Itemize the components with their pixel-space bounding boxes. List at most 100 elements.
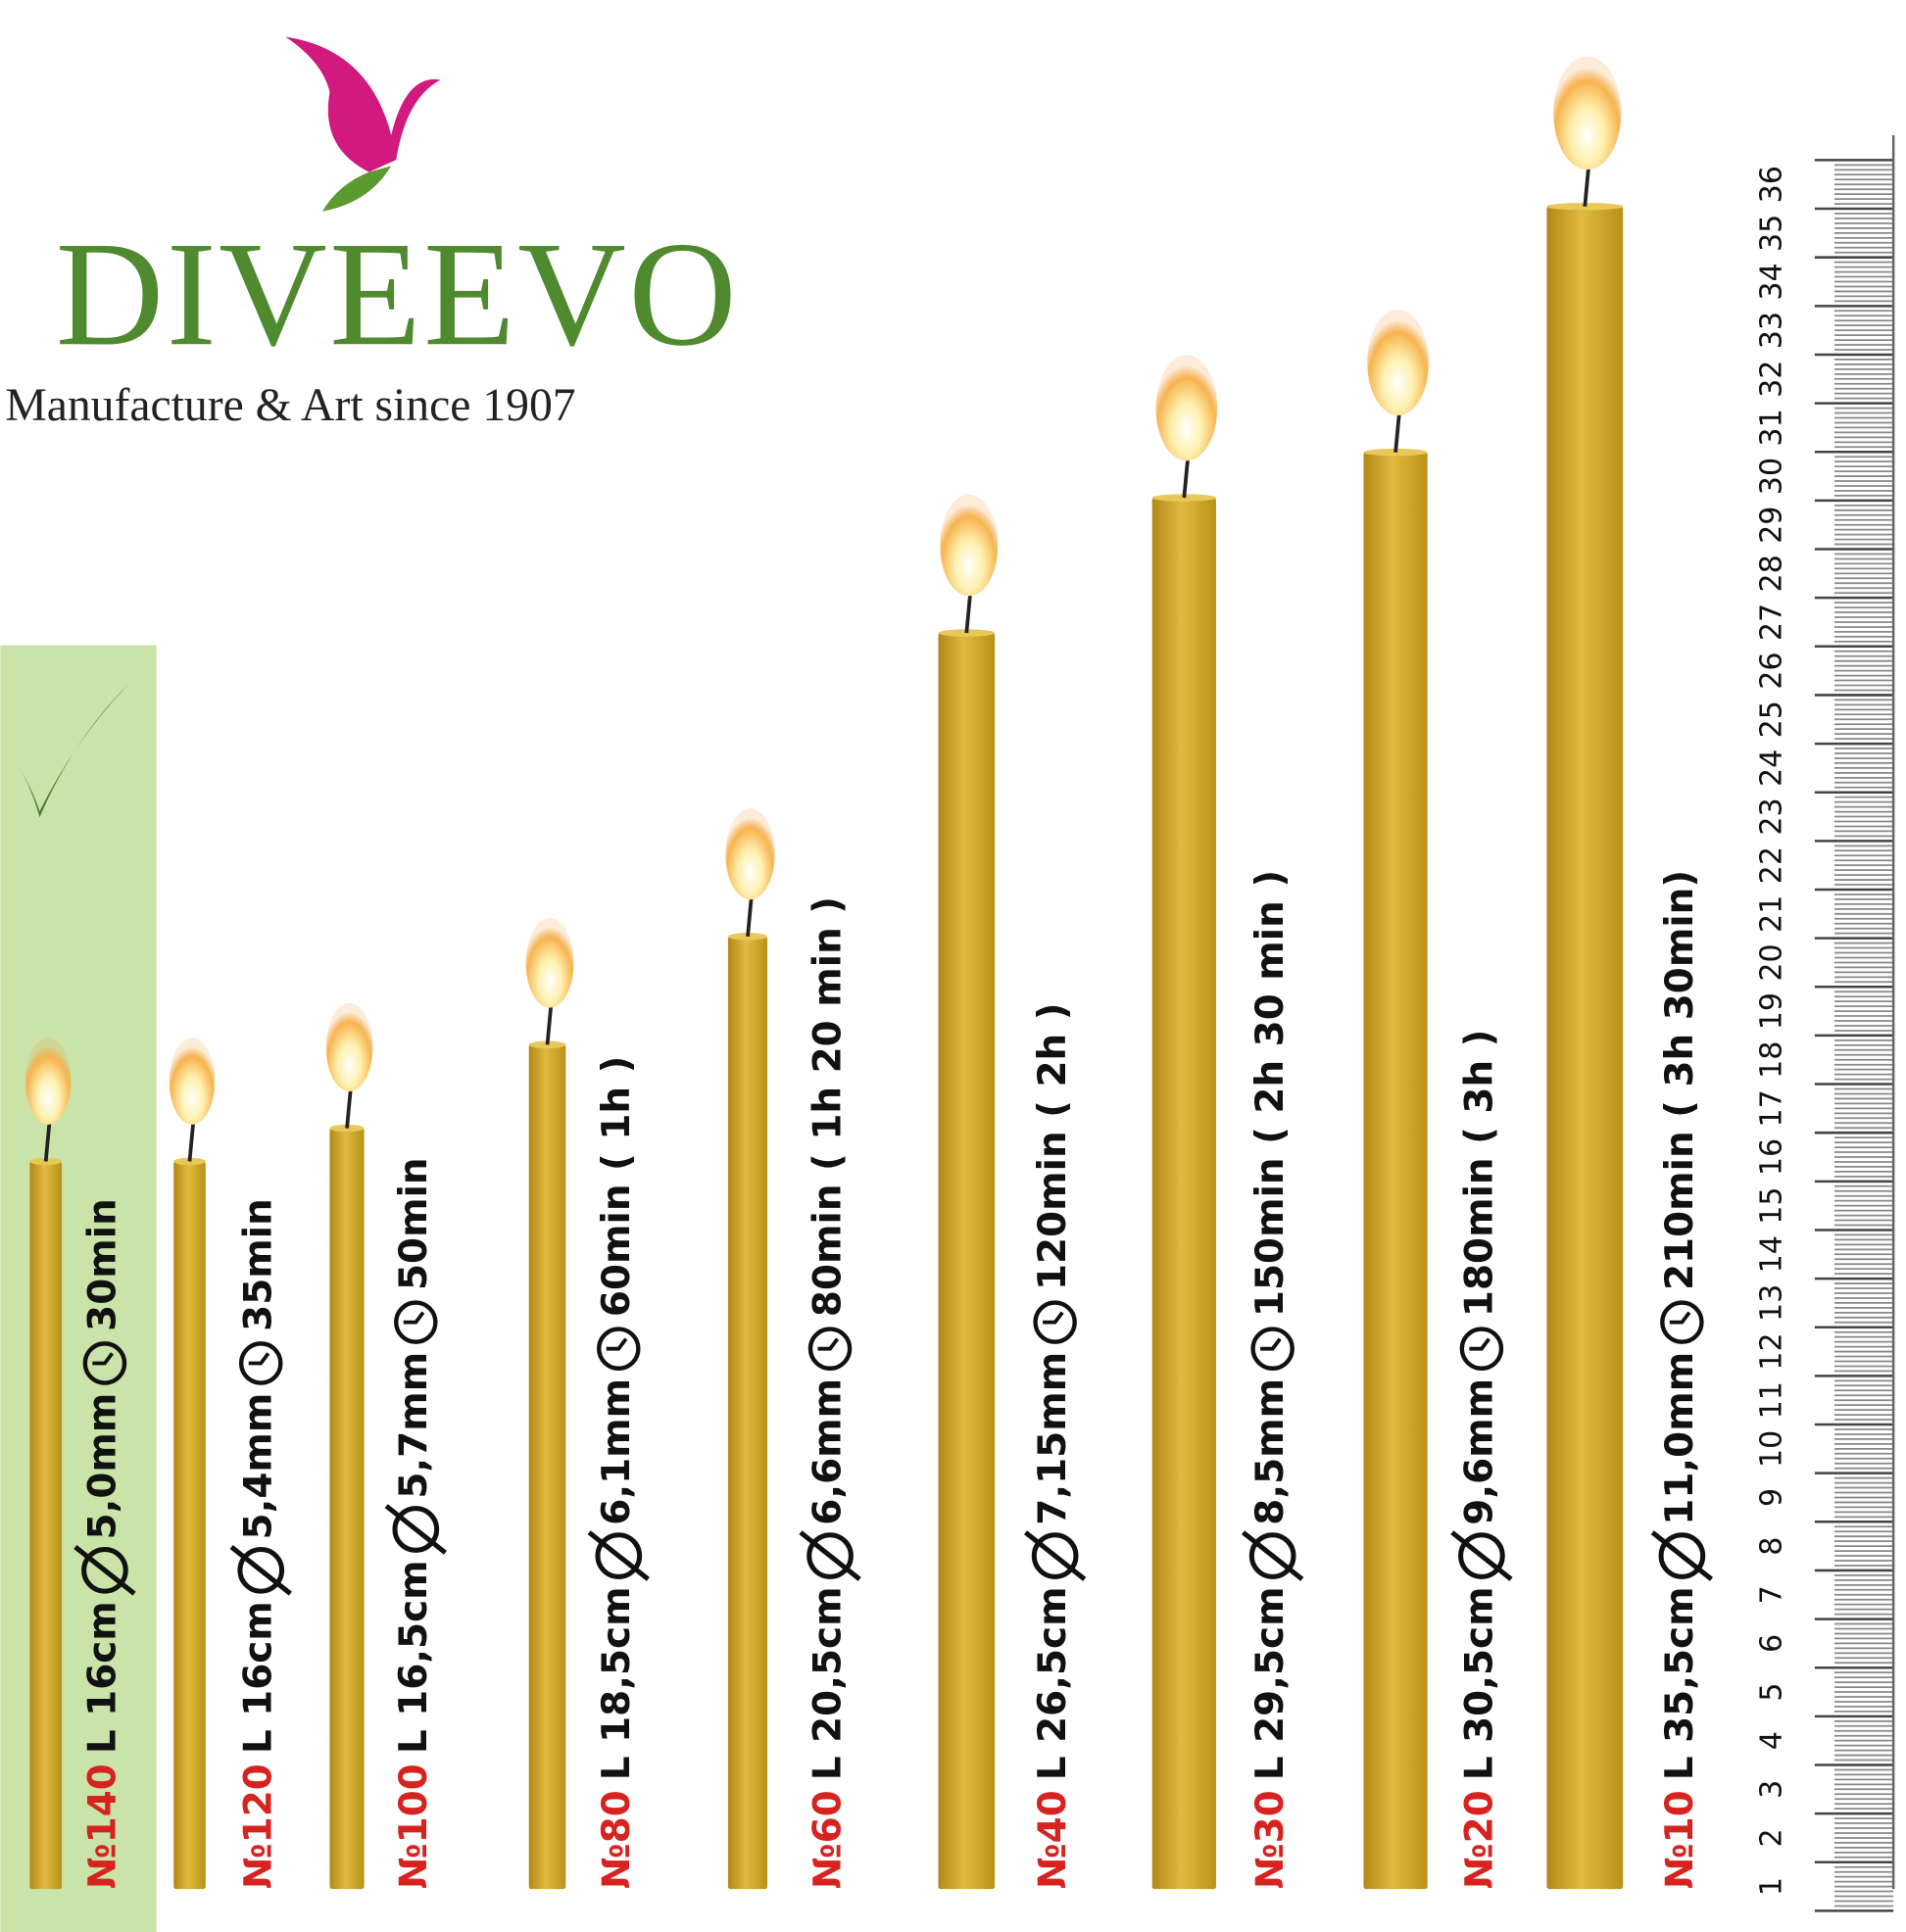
label-number: №120 (237, 1763, 281, 1889)
diameter-icon (1658, 1532, 1706, 1579)
ruler-label: 27 (1755, 604, 1789, 641)
ruler-label: 14 (1755, 1235, 1789, 1273)
flame (169, 1038, 216, 1125)
label-number: №80 (595, 1790, 639, 1889)
wick (187, 1122, 196, 1162)
label-length: L 16cm (237, 1601, 281, 1754)
ruler-label: 24 (1755, 749, 1789, 787)
label-burn-time: 210min ( 3h 30min) (1658, 870, 1702, 1290)
ruler-label: 12 (1755, 1332, 1789, 1370)
ruler-label: 31 (1755, 409, 1789, 446)
ruler-label: 6 (1755, 1634, 1789, 1653)
label-diameter: 5,4mm (237, 1393, 281, 1540)
highlight (0, 645, 157, 1932)
label-burn-time: 120min ( 2h ) (1031, 1002, 1075, 1290)
wick (545, 1004, 554, 1045)
candle-body (727, 936, 768, 1890)
flame (940, 494, 999, 597)
label-burn-time: 80min ( 1h 20 min ) (806, 896, 851, 1317)
ruler-label: 19 (1755, 992, 1789, 1030)
candle-label: №80 L 18,5cm 6,1mm 60min ( 1h ) (587, 1056, 650, 1889)
candle: №120 L 16cm 5,4mm 35min (169, 1038, 292, 1890)
logo-butterfly (285, 36, 441, 212)
ruler-label: 13 (1755, 1284, 1789, 1322)
flame (1155, 355, 1218, 461)
candle-label: №100 L 16,5cm 5,7mm 50min (384, 1157, 447, 1889)
candles: №140 L 16cm 5,0mm 30min №120 L 16cm 5,4mm 35min… (25, 56, 1714, 1890)
diameter-slash (587, 1530, 650, 1581)
flame (725, 808, 775, 900)
candle-body (329, 1128, 365, 1890)
clock-icon (1660, 1300, 1704, 1344)
label-diameter: 7,15mm (1031, 1352, 1075, 1525)
ruler-label: 10 (1755, 1430, 1789, 1468)
clock-hands (1669, 1311, 1691, 1325)
candle-label: №120 L 16cm 5,4mm 35min (229, 1198, 292, 1889)
clock-icon (1033, 1300, 1077, 1344)
ruler-label: 23 (1755, 797, 1789, 835)
ruler-label: 29 (1755, 507, 1789, 544)
wick (1182, 458, 1190, 499)
label-number: №100 (392, 1763, 436, 1889)
diameter-icon (81, 1546, 128, 1594)
candle-body (528, 1044, 566, 1890)
candle-body (173, 1161, 206, 1890)
flame (325, 1002, 373, 1091)
clock-icon (1459, 1327, 1504, 1371)
clock-hands (606, 1337, 628, 1351)
clock-icon (807, 1327, 853, 1371)
candle: №140 L 16cm 5,0mm 30min (25, 1038, 136, 1890)
clock-icon (238, 1341, 283, 1385)
candle: №10 L 35,5cm 11,0mm 210min ( 3h 30min) (1546, 56, 1714, 1890)
ruler-label: 8 (1755, 1537, 1789, 1556)
label-length: L 30,5cm (1457, 1586, 1501, 1780)
clock-hands (92, 1352, 114, 1366)
clock-hands (1260, 1337, 1282, 1351)
label-burn-time: 60min ( 1h ) (595, 1056, 639, 1317)
label-diameter: 8,5mm (1248, 1378, 1293, 1525)
label-number: №10 (1658, 1790, 1702, 1889)
wick (746, 896, 754, 938)
label-diameter: 5,0mm (80, 1393, 124, 1540)
clock-hands (817, 1337, 840, 1351)
label-length: L 16cm (80, 1601, 124, 1754)
wick (964, 593, 972, 634)
ruler-label: 11 (1755, 1381, 1789, 1419)
label-number: №20 (1457, 1790, 1501, 1889)
candle-label: №60 L 20,5cm 6,6mm 80min ( 1h 20 min ) (799, 896, 861, 1889)
clock-icon (1250, 1327, 1295, 1371)
tagline: Manufacture & Art since 1907 (5, 380, 575, 431)
candle-label: №10 L 35,5cm 11,0mm 210min ( 3h 30min) (1650, 870, 1714, 1889)
label-length: L 26,5cm (1031, 1586, 1075, 1780)
clock-hands (248, 1352, 270, 1366)
diameter-slash (1650, 1530, 1714, 1581)
ruler-label: 18 (1755, 1041, 1789, 1079)
clock-hands (1043, 1311, 1064, 1325)
clock-icon (597, 1327, 641, 1371)
label-diameter: 11,0mm (1658, 1352, 1702, 1525)
label-burn-time: 35min (237, 1198, 281, 1331)
wick (43, 1122, 52, 1162)
label-length: L 35,5cm (1658, 1586, 1702, 1780)
ruler-label: 33 (1755, 312, 1789, 349)
label-burn-time: 30min (80, 1198, 124, 1331)
candle: №20 L 30,5cm 9,6mm 180min ( 3h ) (1363, 309, 1513, 1890)
ruler-label: 25 (1755, 700, 1789, 738)
ruler-label: 36 (1755, 166, 1789, 203)
diameter-slash (229, 1545, 292, 1596)
diameter-icon (1458, 1532, 1505, 1579)
diameter-icon (595, 1532, 643, 1579)
label-length: L 18,5cm (595, 1586, 639, 1780)
candle-body (1546, 206, 1624, 1890)
ruler-label: 16 (1755, 1138, 1789, 1176)
candle: №60 L 20,5cm 6,6mm 80min ( 1h 20 min ) (725, 808, 861, 1890)
ruler-label: 3 (1755, 1780, 1789, 1799)
wick (1393, 412, 1401, 453)
candle: №80 L 18,5cm 6,1mm 60min ( 1h ) (525, 918, 650, 1890)
label-burn-time: 180min ( 3h ) (1457, 1030, 1501, 1318)
diameter-slash (384, 1504, 447, 1555)
diameter-icon (1031, 1532, 1079, 1579)
ruler-label: 2 (1755, 1828, 1789, 1847)
label-number: №30 (1248, 1790, 1293, 1889)
